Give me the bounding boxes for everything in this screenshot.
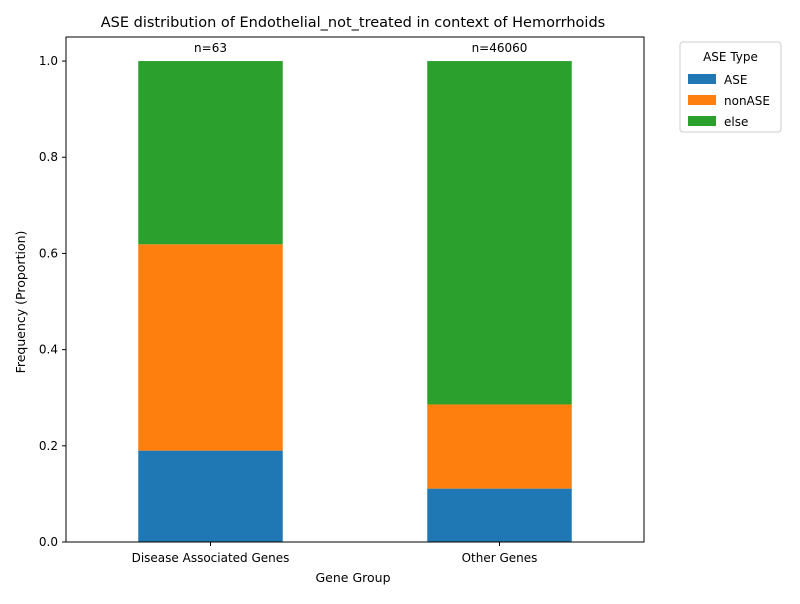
y-tick-label: 0.2 [39,439,58,453]
bar-nonase-0 [138,244,283,451]
legend-label-else: else [724,115,748,129]
y-tick-label: 0.8 [39,150,58,164]
legend-swatch-ase [688,74,716,84]
y-axis-label: Frequency (Proportion) [13,231,28,374]
plot-frame [65,36,645,543]
y-tick-label: 0.6 [39,246,58,260]
bar-else-1 [427,61,572,405]
legend-swatch-nonase [688,95,716,105]
count-label-1: n=46060 [472,41,528,55]
chart-title: ASE distribution of Endothelial_not_trea… [101,15,605,31]
legend-title: ASE Type [703,50,758,64]
legend-label-ase: ASE [724,73,747,87]
x-tick-label-1: Other Genes [462,551,538,565]
bar-else-0 [138,61,283,245]
y-tick-label: 0.0 [39,535,58,549]
x-tick-label-0: Disease Associated Genes [132,551,290,565]
axes: 0.0 0.2 0.4 0.6 0.8 1.0 Disease Associated Gen… [39,36,645,565]
bar-nonase-1 [427,404,572,489]
legend-frame [679,41,782,133]
count-labels: n=63 n=46060 [194,41,527,55]
x-axis-label: Gene Group [315,570,390,585]
bars-layer [138,61,572,542]
legend-label-nonase: nonASE [724,94,770,108]
bar-ase-0 [138,450,283,542]
bar-ase-1 [427,488,572,542]
y-tick-label: 1.0 [39,54,58,68]
legend-swatch-else [688,116,716,126]
legend: ASE Type ASE nonASE else [679,41,782,133]
count-label-0: n=63 [194,41,227,55]
y-tick-label: 0.4 [39,343,58,357]
